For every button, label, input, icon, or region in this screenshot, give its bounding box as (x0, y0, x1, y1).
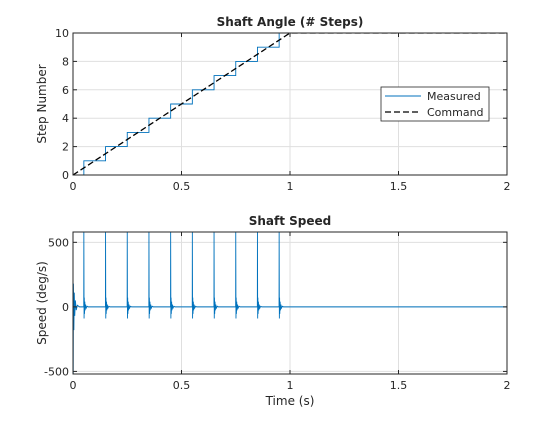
legend-label-measured: Measured (427, 90, 481, 103)
shaft-angle-ytick-label: 6 (62, 84, 69, 97)
shaft-speed-ylabel: Speed (deg/s) (35, 261, 49, 345)
shaft-speed-xtick-label: 1 (287, 379, 294, 392)
legend-label-command: Command (427, 106, 484, 119)
shaft-angle-ticks: 0 0.5 1 1.5 2 0 2 4 6 8 10 (55, 27, 511, 193)
shaft-angle-series-line-command (73, 33, 507, 175)
legend-box (380, 86, 490, 122)
shaft-speed-xtick-label: 2 (504, 379, 511, 392)
shaft-speed-series (73, 232, 507, 374)
shaft-speed-ytick-label: -500 (44, 365, 69, 378)
shaft-angle-ylabel: Step Number (35, 64, 49, 143)
shaft-speed-title: Shaft Speed (249, 214, 332, 228)
shaft-speed-xtick-label: 0 (70, 379, 77, 392)
shaft-angle-ytick-label: 2 (62, 141, 69, 154)
shaft-angle-ytick-label: 4 (62, 112, 69, 125)
shaft-speed-xlabel: Time (s) (265, 394, 315, 408)
shaft-angle-xtick-label: 0.5 (173, 180, 191, 193)
shaft-angle-series (73, 33, 507, 175)
shaft-speed-ytick-label: 0 (62, 301, 69, 314)
shaft-angle-axes: 0 0.5 1 1.5 2 0 2 4 6 8 10 Shaft Angle (# Steps) S… (35, 15, 511, 193)
shaft-speed-ytick-label: 500 (48, 236, 69, 249)
shaft-angle-xtick-label: 1.5 (390, 180, 408, 193)
shaft-angle-xtick-label: 2 (504, 180, 511, 193)
shaft-speed-xtick-label: 1.5 (390, 379, 408, 392)
shaft-angle-xtick-label: 0 (70, 180, 77, 193)
shaft-angle-legend: Measured Command (380, 86, 490, 122)
shaft-angle-ytick-label: 10 (55, 27, 69, 40)
shaft-angle-xtick-label: 1 (287, 180, 294, 193)
shaft-angle-ytick-label: 8 (62, 55, 69, 68)
shaft-angle-ytick-label: 0 (62, 169, 69, 182)
shaft-speed-series-line-speed (73, 232, 507, 374)
shaft-speed-xtick-label: 0.5 (173, 379, 191, 392)
shaft-angle-title: Shaft Angle (# Steps) (217, 15, 364, 29)
